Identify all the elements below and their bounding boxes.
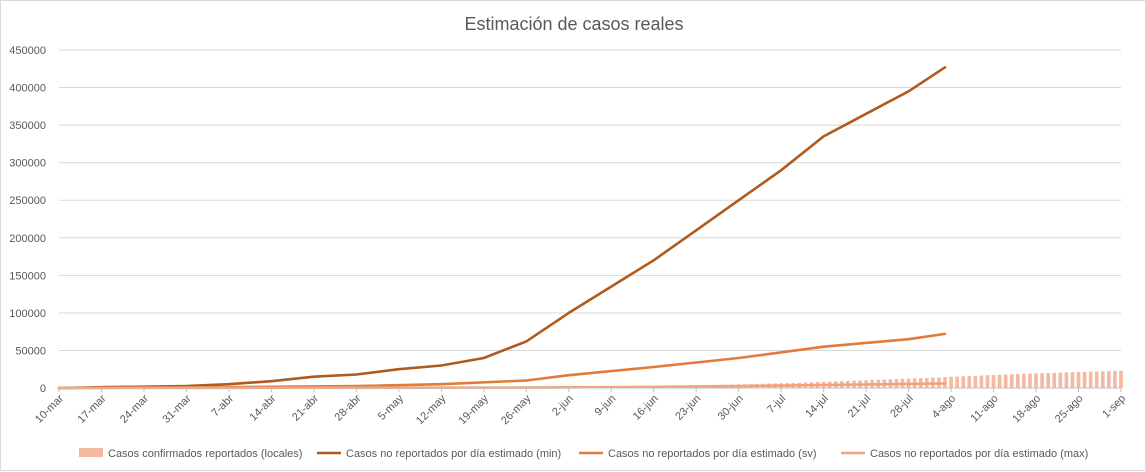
bar bbox=[1004, 375, 1008, 388]
x-tick-label: 14-abr bbox=[248, 392, 279, 423]
x-tick-label: 17-mar bbox=[75, 392, 108, 425]
x-tick-label: 30-jun bbox=[716, 393, 746, 423]
bar bbox=[1101, 371, 1105, 388]
x-tick-label: 5-may bbox=[376, 392, 406, 422]
bar bbox=[967, 376, 971, 388]
y-tick-label: 200000 bbox=[9, 233, 46, 245]
x-tick-label: 19-may bbox=[456, 392, 491, 427]
x-tick-label: 9-jun bbox=[593, 393, 619, 419]
bar bbox=[1058, 373, 1062, 388]
y-tick-label: 300000 bbox=[9, 158, 46, 170]
bar bbox=[998, 375, 1002, 388]
x-tick-label: 11-ago bbox=[969, 393, 1001, 425]
x-tick-label: 7-abr bbox=[209, 392, 236, 419]
bar bbox=[1028, 374, 1032, 388]
x-tick-label: 25-ago bbox=[1053, 393, 1086, 426]
x-tick-label: 21-jul bbox=[846, 393, 874, 421]
y-tick-label: 0 bbox=[40, 383, 46, 395]
bar bbox=[1119, 371, 1123, 388]
legend: Casos confirmados reportados (locales) Ca… bbox=[79, 448, 1088, 460]
bar bbox=[1040, 373, 1044, 388]
bar bbox=[1010, 374, 1014, 388]
bar bbox=[1095, 371, 1099, 388]
grid-layer bbox=[59, 50, 1121, 350]
bar bbox=[1077, 372, 1081, 388]
y-tick-label: 100000 bbox=[9, 308, 46, 320]
y-tick-label: 150000 bbox=[9, 270, 46, 282]
x-tick-label: 26-may bbox=[499, 392, 534, 427]
x-tick-label: 16-jun bbox=[631, 393, 661, 423]
bar bbox=[986, 375, 990, 388]
legend-swatch bbox=[79, 448, 103, 457]
bar bbox=[1083, 372, 1087, 388]
bar bbox=[1052, 373, 1056, 388]
legend-entry: Casos no reportados por día estimado (mi… bbox=[346, 448, 561, 460]
line-layer bbox=[59, 67, 945, 388]
axis-layer: 0 50000 100000 150000 200000 250000 300000 3500… bbox=[9, 45, 1128, 427]
y-tick-label: 250000 bbox=[9, 195, 46, 207]
series-line-2 bbox=[59, 334, 945, 388]
x-tick-label: 21-abr bbox=[290, 392, 321, 423]
bar bbox=[1071, 372, 1075, 388]
bar bbox=[992, 375, 996, 388]
bar bbox=[980, 375, 984, 388]
x-tick-label: 10-mar bbox=[33, 392, 66, 425]
x-tick-label: 28-jul bbox=[888, 393, 916, 421]
x-tick-label: 2-jun bbox=[550, 393, 576, 419]
bar bbox=[955, 377, 959, 388]
bar bbox=[949, 377, 953, 388]
bar bbox=[1113, 371, 1117, 388]
x-tick-label: 28-abr bbox=[333, 392, 364, 423]
x-tick-label: 1-sep bbox=[1100, 393, 1128, 421]
y-tick-label: 400000 bbox=[9, 83, 46, 95]
bar bbox=[1022, 374, 1026, 388]
y-tick-label: 450000 bbox=[9, 45, 46, 57]
legend-entry: Casos no reportados por día estimado (ma… bbox=[870, 448, 1088, 460]
bar bbox=[1107, 371, 1111, 388]
y-tick-label: 350000 bbox=[9, 120, 46, 132]
bar bbox=[974, 376, 978, 388]
chart-title: Estimación de casos reales bbox=[464, 14, 683, 34]
x-tick-label: 14-jul bbox=[803, 393, 831, 421]
x-tick-label: 7-jul bbox=[765, 393, 788, 416]
bar bbox=[1046, 373, 1050, 388]
bar bbox=[961, 376, 965, 388]
x-tick-label: 23-jun bbox=[673, 393, 703, 423]
x-tick-label: 4-ago bbox=[930, 393, 958, 421]
bar bbox=[1034, 373, 1038, 388]
legend-entry: Casos no reportados por día estimado (sv… bbox=[608, 448, 817, 460]
x-tick-label: 12-may bbox=[414, 392, 449, 427]
x-tick-label: 18-ago bbox=[1010, 393, 1043, 426]
x-tick-label: 31-mar bbox=[160, 392, 193, 425]
bar bbox=[1016, 374, 1020, 388]
bar bbox=[1065, 372, 1069, 388]
legend-entry: Casos confirmados reportados (locales) bbox=[108, 448, 302, 460]
y-tick-label: 50000 bbox=[15, 345, 46, 357]
bar bbox=[1089, 372, 1093, 388]
series-line-1 bbox=[59, 67, 945, 388]
x-tick-label: 24-mar bbox=[118, 392, 151, 425]
